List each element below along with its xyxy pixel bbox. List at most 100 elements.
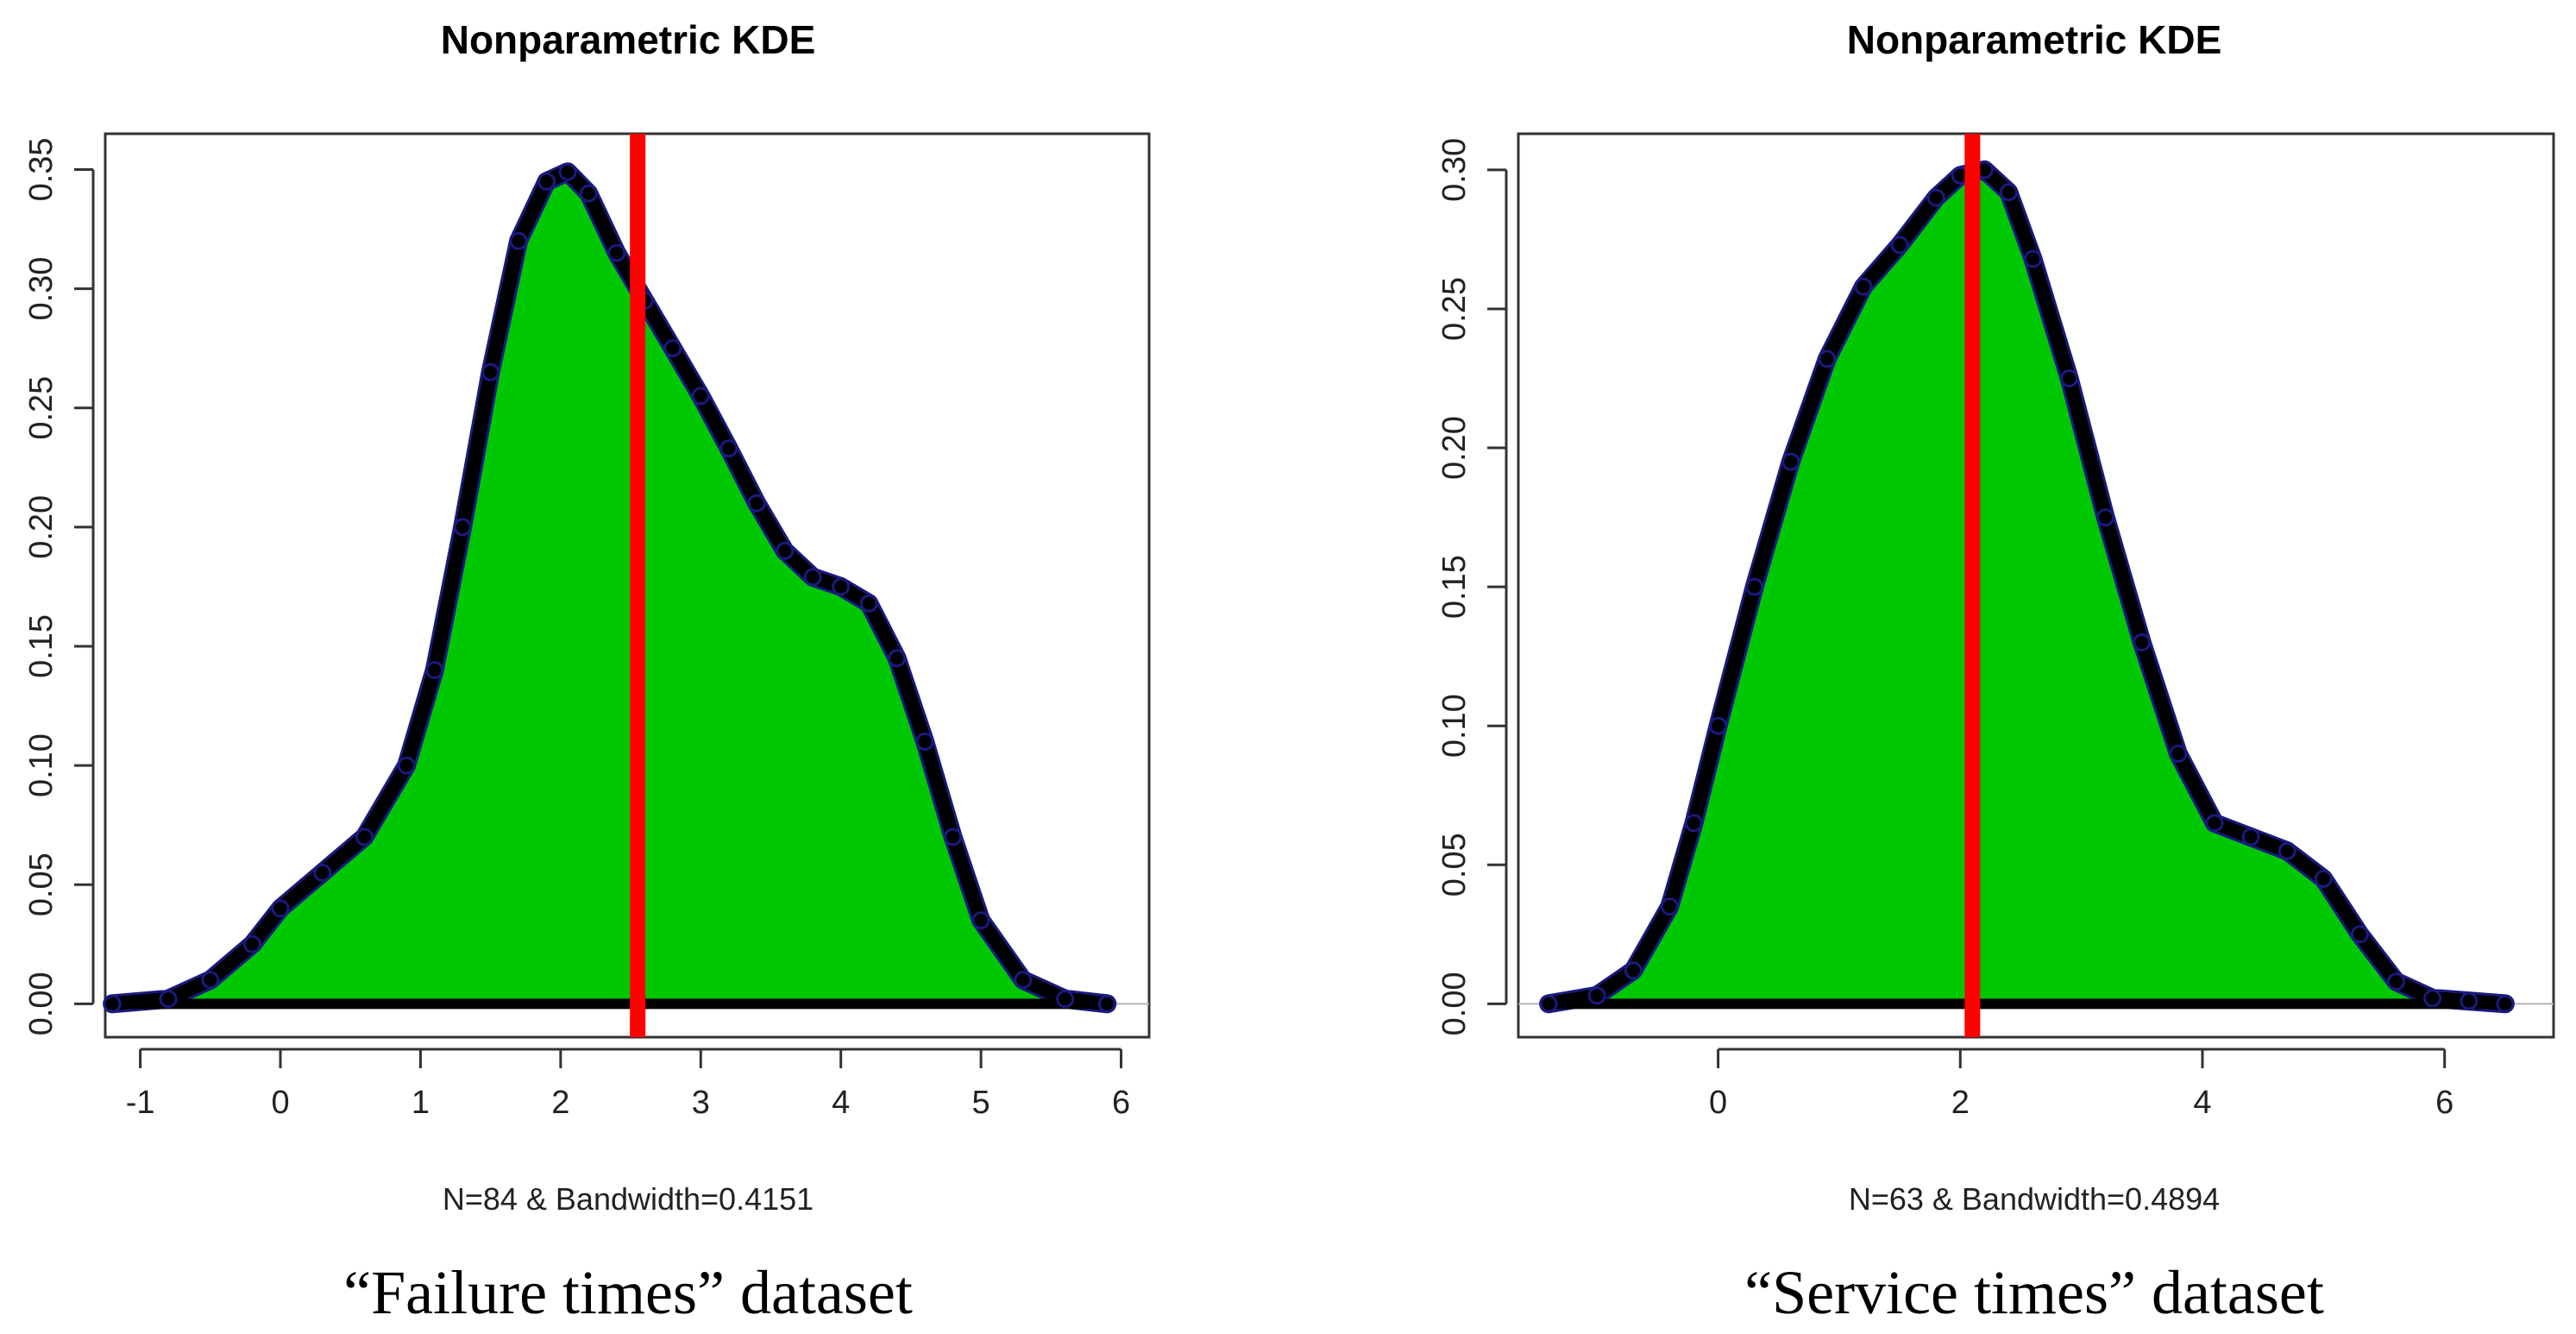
right-density-point [2423,989,2442,1008]
left-y-axis: 0.00 0.05 0.10 0.15 0.20 0.25 0.30 0.35 [23,137,95,1035]
left-density-point [803,568,822,587]
left-plot-content [103,134,1149,1037]
left-y-tick-label: 0.10 [23,733,60,797]
left-density-point [1056,990,1075,1009]
right-density-point [1926,188,1945,207]
left-density-point [201,971,220,990]
right-density-point [1685,814,1703,833]
left-density-point [915,732,934,751]
left-x-tick-label: 1 [412,1085,430,1121]
left-density-fill [112,172,1108,1004]
right-x-axis: 0 2 4 6 [1709,1048,2453,1121]
right-density-point [1781,452,1800,471]
left-density-point [243,934,261,953]
right-y-axis: 0.00 0.05 0.10 0.15 0.20 0.25 0.30 [1436,138,1508,1035]
left-y-tick-label: 0.05 [23,853,60,916]
left-x-tick-label: 3 [692,1085,710,1121]
failure-times-panel: Nonparametric KDE -1 0 1 2 3 4 5 6 0.00 0.05 0.10… [23,17,1151,1327]
left-x-tick-label: 0 [271,1085,289,1121]
left-plot-frame [104,132,1151,1039]
left-density-point [747,494,766,513]
right-y-tick-label: 0.10 [1436,694,1473,758]
right-density-point [1745,577,1764,596]
left-x-tick-label: -1 [126,1085,155,1121]
left-y-tick-label: 0.35 [23,137,60,201]
right-density-point [1660,897,1679,916]
right-y-tick-label: 0.05 [1436,833,1473,897]
right-density-fill [1549,169,2505,1004]
right-density-point [2314,869,2333,888]
right-density-point [1890,236,1909,255]
right-bandwidth-label: N=63 & Bandwidth=0.4894 [1849,1181,2220,1217]
left-density-point [971,911,990,930]
right-plot-content [1518,134,2554,1037]
left-density-point [663,339,682,358]
left-density-point [579,184,598,203]
left-density-point [397,756,416,775]
right-density-point [2024,249,2042,268]
left-density-point [719,439,738,458]
right-x-tick-label: 0 [1709,1085,1727,1121]
left-density-point [558,162,577,181]
left-density-point [944,827,963,846]
right-y-tick-label: 0.15 [1436,555,1473,619]
right-density-point [2496,994,2515,1013]
right-density-point [1587,986,1606,1005]
right-density-point [2169,744,2188,763]
right-x-tick-label: 2 [1951,1085,1970,1121]
left-density-point [509,231,528,250]
right-chart-title: Nonparametric KDE [1847,17,2222,62]
left-y-tick-label: 0.30 [23,257,60,321]
right-density-point [2278,841,2296,860]
right-density-point [1999,183,2018,202]
right-density-point [2241,827,2260,846]
left-y-tick-label: 0.20 [23,495,60,559]
left-x-tick-label: 6 [1112,1085,1130,1121]
left-density-point [313,863,332,882]
right-density-point [2096,508,2115,527]
left-density-point [271,899,290,918]
left-x-axis: -1 0 1 2 3 4 5 6 [126,1048,1130,1121]
left-density-point [481,362,500,381]
right-density-point [2460,991,2479,1010]
left-density-point [453,518,472,537]
right-y-tick-label: 0.20 [1436,416,1473,480]
right-density-point [2350,925,2369,944]
left-density-point [832,577,851,596]
left-chart-title: Nonparametric KDE [441,17,816,62]
left-density-point [1014,971,1033,990]
left-y-tick-label: 0.00 [23,972,60,1035]
left-density-point [1097,994,1116,1013]
left-density-point [537,172,556,191]
right-density-point [2387,972,2405,991]
right-x-tick-label: 6 [2435,1085,2453,1121]
left-density-point [691,387,710,406]
right-density-point [2205,814,2224,833]
left-density-point [888,649,907,668]
left-y-tick-label: 0.25 [23,376,60,440]
left-y-tick-label: 0.15 [23,614,60,678]
right-x-tick-label: 4 [2193,1085,2211,1121]
right-y-tick-label: 0.00 [1436,972,1473,1035]
left-density-point [776,541,795,560]
right-y-tick-label: 0.25 [1436,277,1473,341]
left-x-tick-label: 2 [551,1085,569,1121]
left-density-point [355,827,374,846]
left-density-point [859,594,878,613]
right-density-point [2060,369,2079,387]
left-density-point [103,994,122,1013]
right-density-point [2133,633,2152,651]
left-x-tick-label: 4 [832,1085,850,1121]
right-y-tick-label: 0.30 [1436,138,1473,202]
right-dataset-caption: “Service times” dataset [1744,1258,2324,1327]
left-dataset-caption: “Failure times” dataset [343,1258,913,1327]
left-density-point [425,661,444,680]
left-density-point [159,990,178,1009]
right-density-point [1624,961,1643,980]
right-density-point [1709,716,1728,735]
left-density-point [607,243,626,262]
right-density-point [1818,349,1837,368]
right-density-point [1539,994,1558,1013]
